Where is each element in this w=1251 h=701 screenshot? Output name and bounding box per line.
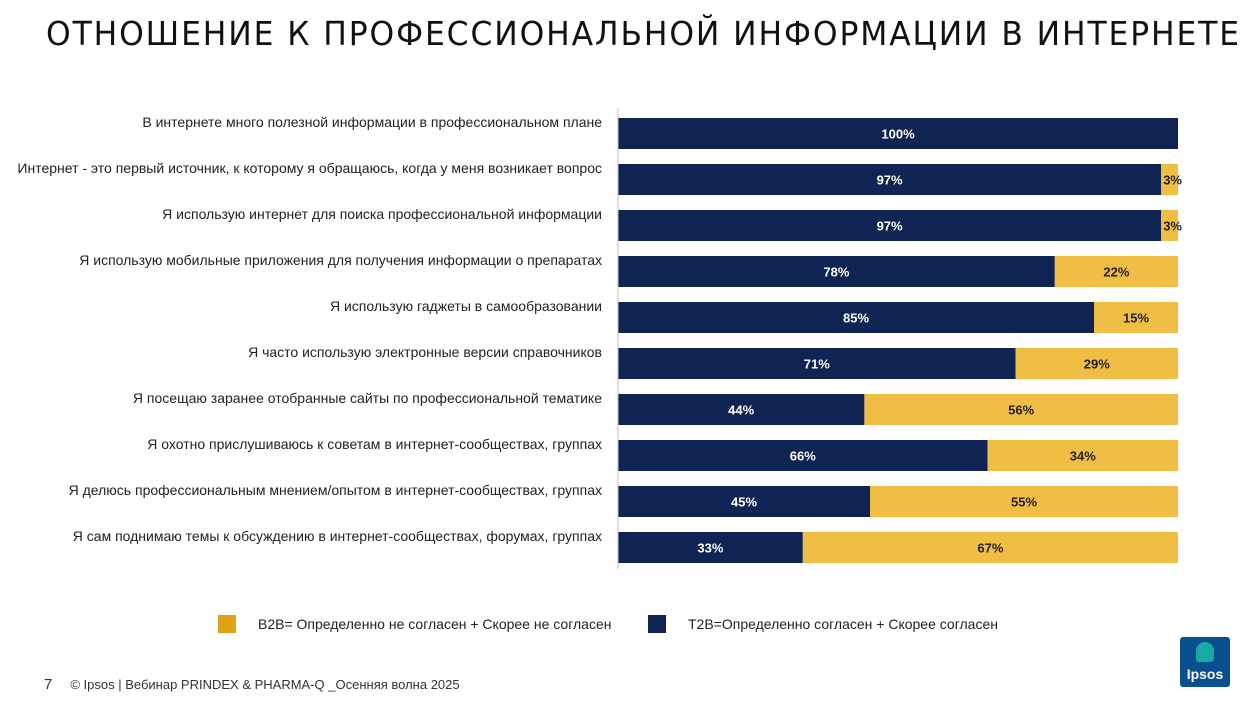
category-label: Я сам поднимаю темы к обсуждению в интер…	[73, 528, 602, 544]
bar-t2b	[618, 348, 1016, 379]
category-label: Я часто использую электронные версии спр…	[248, 344, 602, 360]
legend-label-b2b: B2B= Определенно не согласен + Скорее не…	[258, 616, 612, 632]
category-label: В интернете много полезной информации в …	[142, 114, 602, 130]
data-label-t2b: 33%	[697, 541, 723, 556]
legend-label-t2b: T2B=Определенно согласен + Скорее соглас…	[688, 616, 998, 632]
legend-item-b2b: B2B= Определенно не согласен + Скорее не…	[218, 612, 611, 636]
bar-b2b	[870, 486, 1178, 517]
data-label-t2b: 97%	[877, 219, 903, 234]
logo-text: Ipsos	[1186, 666, 1224, 682]
data-label-b2b: 29%	[1084, 357, 1110, 372]
bar-t2b	[618, 302, 1094, 333]
ipsos-logo: Ipsos	[1180, 637, 1230, 687]
category-label: Я посещаю заранее отобранные сайты по пр…	[133, 390, 602, 406]
bar-b2b	[802, 532, 1178, 563]
page-title: ОТНОШЕНИЕ К ПРОФЕССИОНАЛЬНОЙ ИНФОРМАЦИИ …	[46, 14, 1241, 53]
category-label: Я использую мобильные приложения для пол…	[79, 252, 602, 268]
data-label-b2b: 3%	[1163, 219, 1182, 234]
data-label-b2b: 67%	[977, 541, 1003, 556]
data-label-t2b: 45%	[731, 495, 757, 510]
bar-t2b	[618, 486, 870, 517]
data-label-t2b: 85%	[843, 311, 869, 326]
legend-swatch-b2b	[218, 615, 236, 633]
category-label: Я охотно прислушиваюсь к советам в интер…	[147, 436, 602, 452]
data-label-b2b: 56%	[1008, 403, 1034, 418]
data-label-b2b: 55%	[1011, 495, 1037, 510]
legend-swatch-t2b	[648, 615, 666, 633]
data-label-t2b: 78%	[823, 265, 849, 280]
bar-b2b	[864, 394, 1178, 425]
page-number: 7	[44, 676, 53, 693]
bar-b2b	[1094, 302, 1178, 333]
data-label-t2b: 97%	[877, 173, 903, 188]
bar-t2b	[618, 118, 1178, 149]
category-label: Я использую интернет для поиска професси…	[162, 206, 602, 222]
category-label: Я использую гаджеты в самообразовании	[330, 298, 602, 314]
bar-t2b	[618, 440, 988, 471]
bar-t2b	[618, 210, 1162, 241]
data-label-t2b: 44%	[728, 403, 754, 418]
data-label-b2b: 34%	[1070, 449, 1096, 464]
bar-b2b	[1161, 164, 1178, 195]
legend-item-t2b: T2B=Определенно согласен + Скорее соглас…	[648, 612, 998, 636]
bar-b2b	[1161, 210, 1178, 241]
bar-b2b	[1015, 348, 1178, 379]
category-label: Интернет - это первый источник, к которо…	[17, 160, 602, 176]
data-label-b2b: 22%	[1103, 265, 1129, 280]
bar-t2b	[618, 532, 803, 563]
footer: 7 © Ipsos | Вебинар PRINDEX & PHARMA-Q _…	[44, 676, 460, 693]
bar-t2b	[618, 164, 1162, 195]
data-label-t2b: 100%	[881, 127, 915, 142]
logo-mark-icon	[1196, 642, 1214, 662]
category-label: Я делюсь профессиональным мнением/опытом…	[69, 482, 602, 498]
bar-t2b	[618, 394, 865, 425]
bar-t2b	[618, 256, 1055, 287]
data-label-b2b: 3%	[1163, 173, 1182, 188]
data-label-b2b: 15%	[1123, 311, 1149, 326]
stacked-bar-chart: В интернете много полезной информации в …	[17, 108, 1182, 569]
data-label-t2b: 71%	[804, 357, 830, 372]
data-label-t2b: 66%	[790, 449, 816, 464]
footer-text: © Ipsos | Вебинар PRINDEX & PHARMA-Q _Ос…	[70, 677, 460, 692]
bar-b2b	[1054, 256, 1178, 287]
bar-b2b	[987, 440, 1178, 471]
